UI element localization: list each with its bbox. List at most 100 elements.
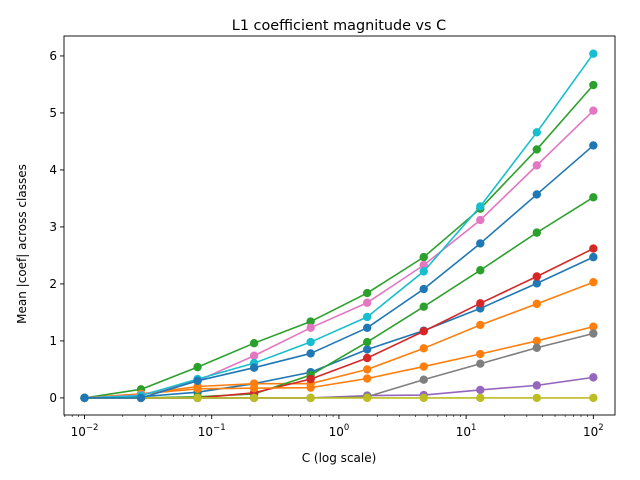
data-point	[362, 323, 372, 333]
y-tick-label: 6	[49, 49, 57, 63]
x-tick-label: 102	[583, 423, 604, 439]
data-point	[589, 80, 598, 90]
data-point	[419, 375, 428, 384]
data-point	[532, 190, 542, 199]
data-point	[249, 393, 259, 403]
data-point	[589, 49, 598, 58]
data-point	[249, 384, 259, 393]
data-point	[589, 244, 598, 253]
data-point	[532, 336, 542, 346]
plot-frame	[63, 35, 616, 416]
data-point	[306, 393, 315, 403]
series-line	[84, 53, 594, 399]
data-point	[419, 393, 428, 403]
data-point	[589, 322, 598, 331]
data-point	[419, 302, 428, 311]
y-axis-label: Mean |coef| across classes	[15, 164, 29, 324]
chart-title: L1 coefficient magnitude vs C	[232, 18, 446, 34]
data-point	[532, 145, 542, 154]
data-point	[419, 284, 428, 294]
x-axis-ticks: 10−2 10−1 100 101 102	[64, 415, 604, 439]
y-tick-label: 4	[49, 163, 57, 177]
data-point	[589, 193, 598, 202]
data-point	[306, 374, 315, 384]
data-point	[193, 393, 202, 403]
data-point	[362, 374, 372, 383]
y-tick-label: 2	[49, 277, 57, 291]
data-point	[306, 349, 315, 358]
data-point	[306, 323, 315, 333]
data-point	[306, 383, 315, 392]
data-point	[419, 252, 428, 262]
y-tick-label: 0	[49, 391, 57, 405]
data-point	[80, 393, 89, 403]
data-point	[362, 345, 372, 354]
data-point	[362, 337, 372, 347]
data-point	[589, 278, 598, 287]
data-point	[532, 279, 542, 288]
data-point	[589, 106, 598, 115]
plot-series	[80, 49, 598, 403]
data-point	[476, 202, 485, 211]
data-point	[589, 329, 598, 338]
data-point	[362, 298, 372, 307]
data-point	[419, 267, 428, 276]
data-point	[532, 128, 542, 137]
x-tick-label: 101	[456, 423, 477, 439]
data-point	[589, 373, 598, 382]
y-axis-ticks: 0 1 2 3 4 5 6	[49, 49, 64, 405]
data-point	[476, 349, 485, 359]
data-point	[532, 343, 542, 352]
y-tick-label: 1	[49, 334, 57, 348]
data-point	[476, 393, 485, 403]
series-line	[84, 144, 594, 399]
data-point	[193, 376, 202, 386]
data-point	[362, 365, 372, 374]
data-point	[476, 359, 485, 368]
x-tick-label: 100	[329, 423, 350, 439]
data-point	[532, 161, 542, 170]
data-point	[476, 320, 485, 330]
data-point	[249, 338, 259, 348]
data-point	[532, 228, 542, 237]
data-point	[532, 393, 542, 403]
data-point	[419, 260, 428, 270]
data-point	[476, 239, 485, 248]
y-tick-label: 3	[49, 220, 57, 234]
data-point	[249, 363, 259, 372]
y-tick-label: 5	[49, 106, 57, 120]
data-point	[193, 362, 202, 372]
data-point	[306, 317, 315, 326]
data-point	[589, 141, 598, 150]
data-point	[532, 299, 542, 309]
data-point	[532, 381, 542, 390]
data-point	[249, 351, 259, 360]
x-axis-label: C (log scale)	[302, 451, 377, 465]
series-line	[84, 281, 594, 399]
data-point	[589, 393, 598, 403]
data-point	[193, 384, 202, 393]
data-point	[476, 385, 485, 395]
data-point	[419, 362, 428, 371]
data-point	[476, 215, 485, 225]
series-line	[84, 84, 594, 399]
data-point	[136, 393, 146, 403]
x-tick-label: 10−2	[71, 423, 99, 439]
data-point	[362, 393, 372, 403]
data-point	[362, 312, 372, 322]
data-point	[476, 299, 485, 308]
series-12	[80, 141, 598, 403]
data-point	[419, 327, 428, 336]
data-point	[306, 337, 315, 347]
data-point	[362, 288, 372, 298]
series-line	[84, 256, 594, 399]
x-tick-label: 10−1	[198, 423, 226, 439]
data-point	[362, 353, 372, 363]
series-line	[84, 325, 594, 399]
data-point	[589, 252, 598, 262]
data-point	[532, 272, 542, 281]
series-11	[80, 49, 598, 403]
